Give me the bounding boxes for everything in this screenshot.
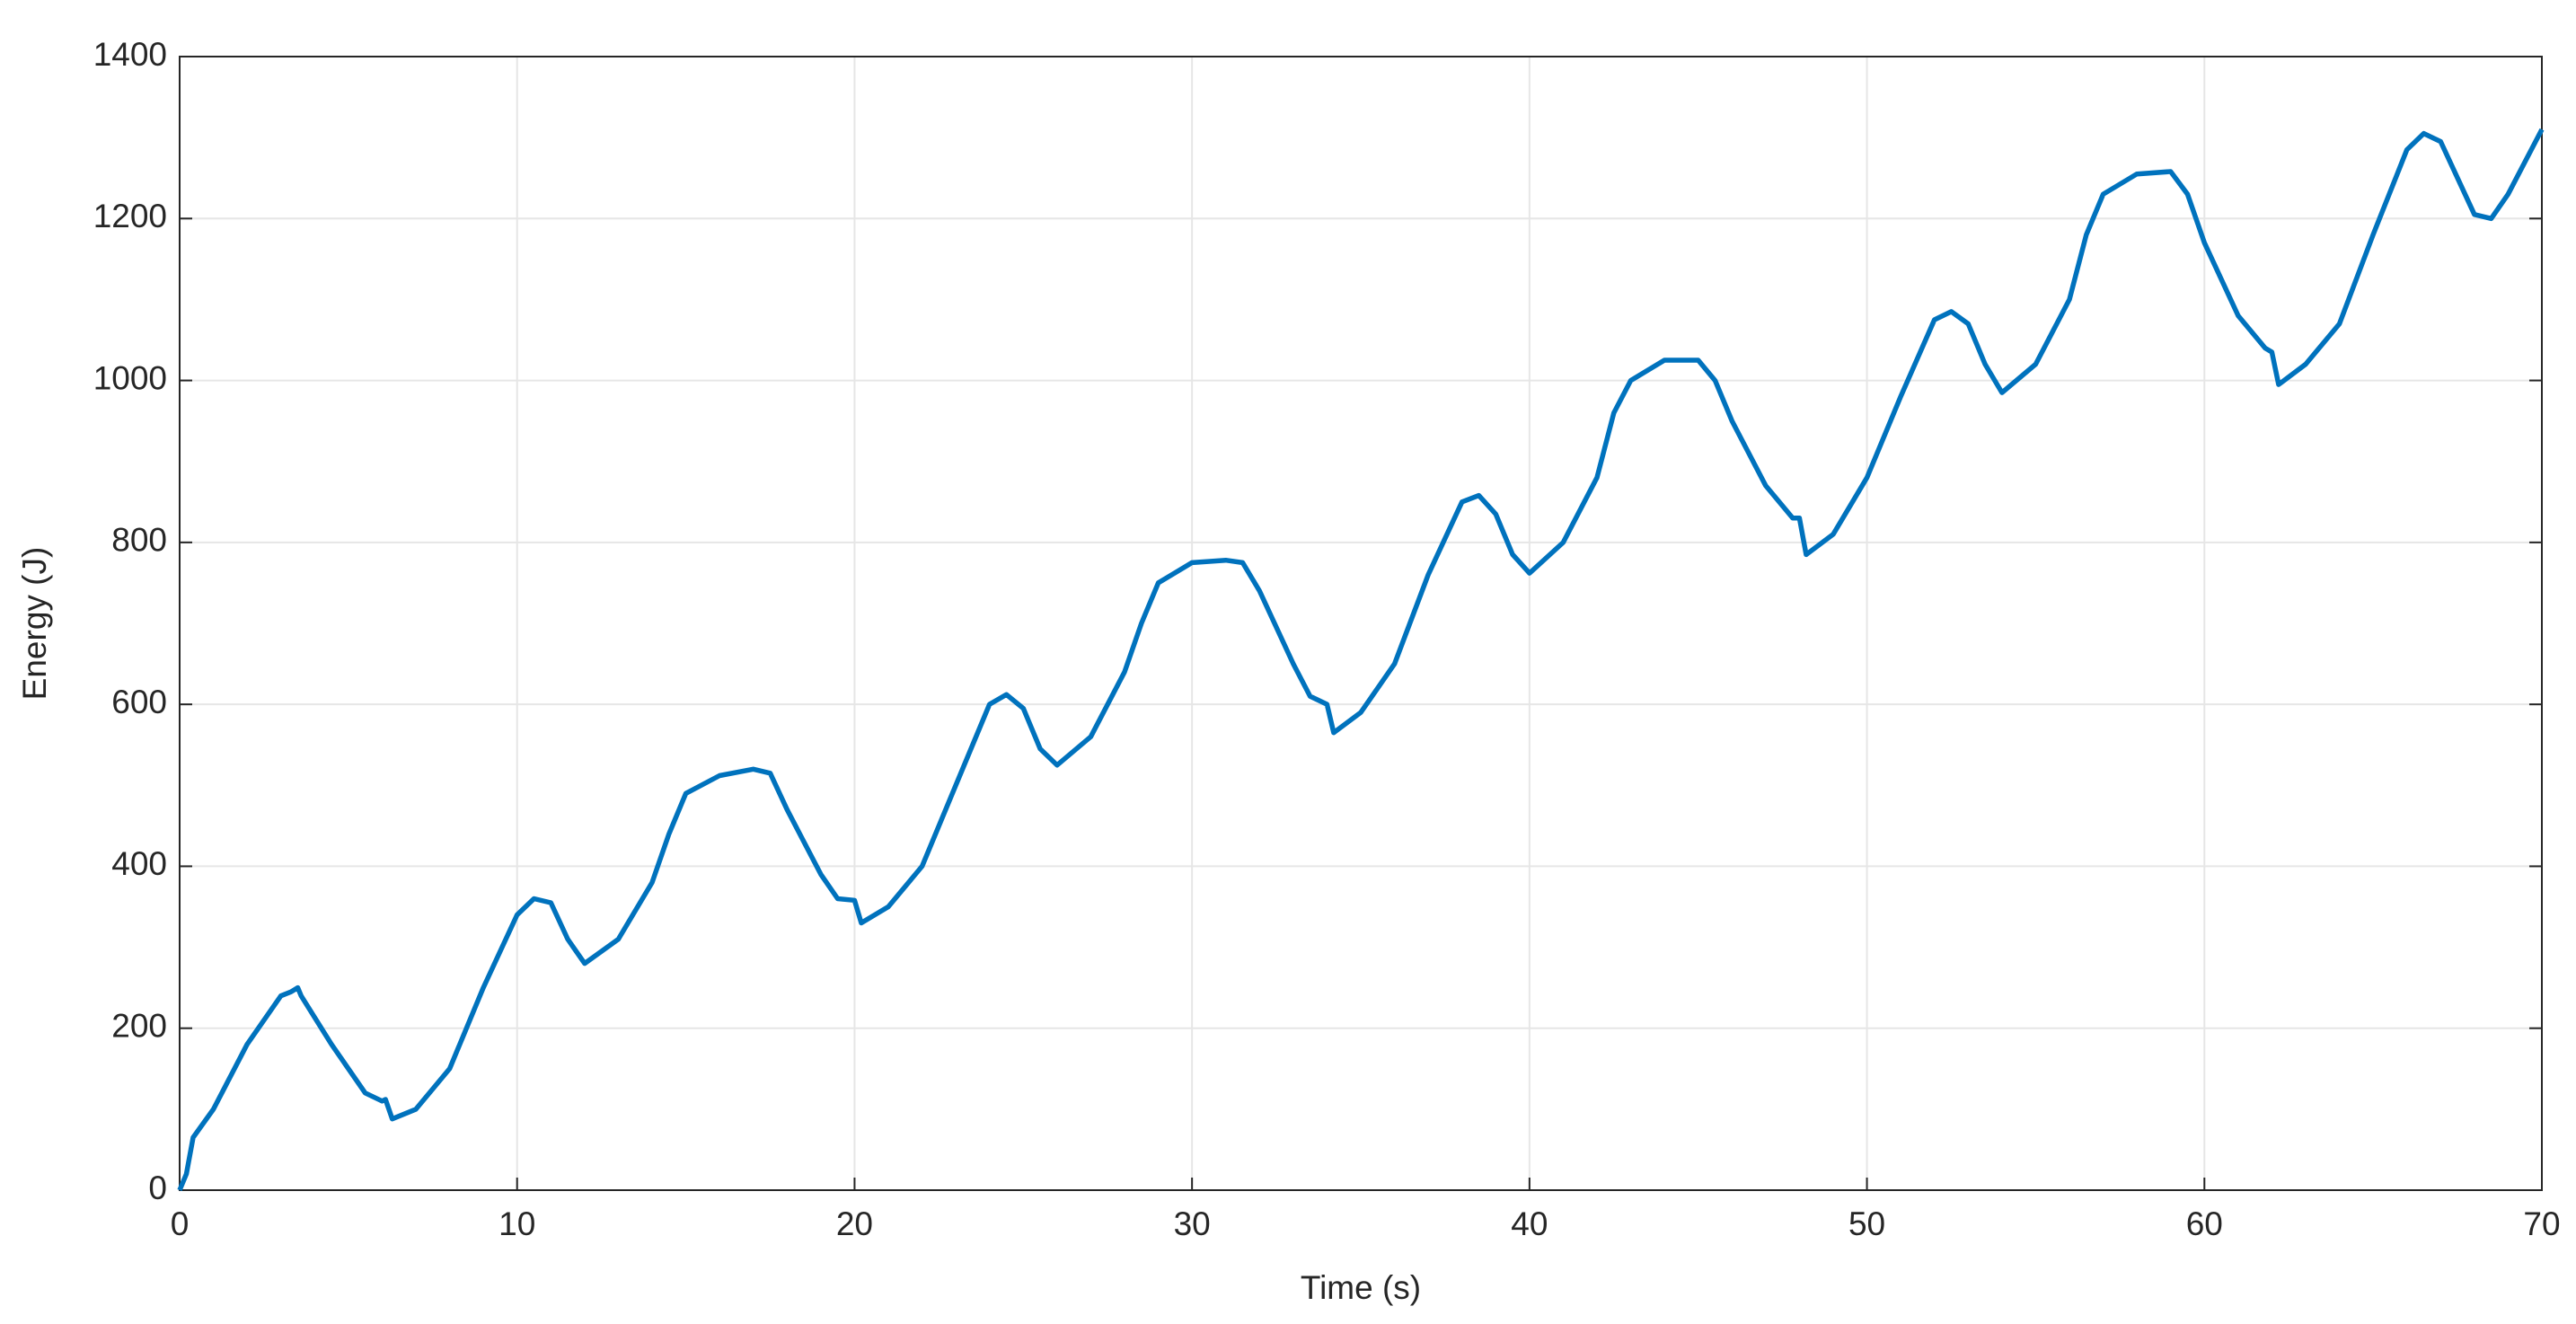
- x-tick-label: 0: [171, 1205, 190, 1242]
- y-tick-label: 0: [148, 1170, 167, 1206]
- y-tick-label: 1200: [93, 198, 167, 234]
- x-tick-label: 70: [2523, 1205, 2560, 1242]
- x-tick-label: 30: [1174, 1205, 1211, 1242]
- y-tick-label: 1400: [93, 36, 167, 73]
- y-tick-label: 200: [111, 1007, 167, 1044]
- y-tick-label: 400: [111, 845, 167, 882]
- plot-frame: [179, 56, 2543, 1191]
- x-axis-label: Time (s): [1301, 1269, 1421, 1306]
- data-line: [177, 128, 2545, 1192]
- x-tick-label: 10: [498, 1205, 535, 1242]
- y-tick-label: 600: [111, 684, 167, 720]
- x-tick-label: 60: [2186, 1205, 2223, 1242]
- x-tick-label: 20: [836, 1205, 873, 1242]
- x-tick-label: 50: [1848, 1205, 1885, 1242]
- x-tick-label: 40: [1511, 1205, 1548, 1242]
- y-tick-label: 800: [111, 522, 167, 559]
- y-tick-label: 1000: [93, 359, 167, 396]
- y-axis-label: Energy (J): [16, 547, 53, 701]
